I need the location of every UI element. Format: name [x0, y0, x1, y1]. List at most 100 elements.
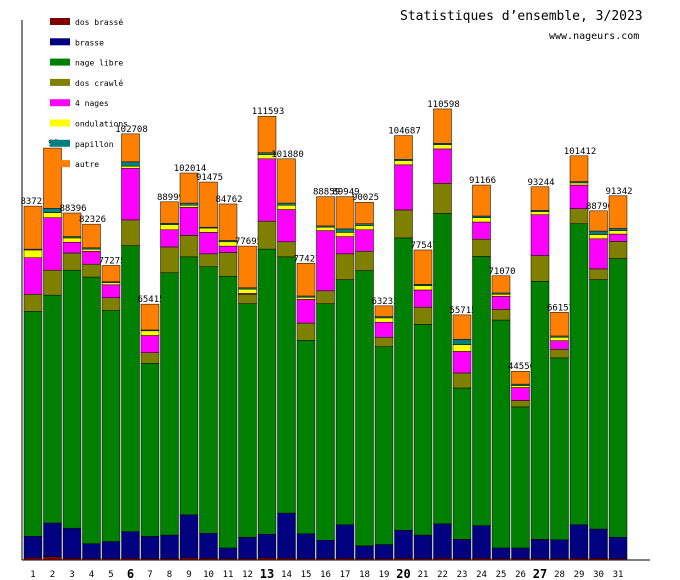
bar-total-label: 101880 — [271, 150, 304, 160]
bar-segment-papillon — [608, 228, 628, 231]
bar-segment-brasse — [101, 541, 121, 559]
bar-segment-nage-libre — [218, 275, 238, 549]
bar-segment-nage-libre — [179, 256, 199, 516]
bar-segment-autre — [101, 265, 121, 283]
x-tick-label: 12 — [242, 570, 253, 580]
bar-segment-4-nages — [394, 164, 413, 211]
bar-total-label: 102708 — [115, 125, 148, 135]
bar-segment-dos-brassé — [199, 558, 218, 561]
bar-total-label: 82326 — [79, 215, 106, 225]
bar-segment-dos-crawlé — [452, 372, 472, 389]
bar-segment-dos-crawlé — [101, 297, 121, 311]
bar-segment-dos-crawlé — [433, 183, 452, 214]
bar-segment-dos-crawlé — [550, 349, 569, 359]
x-tick-label: 18 — [359, 570, 370, 580]
bar-segment-dos-crawlé — [608, 241, 628, 259]
bar-total-label: 77547 — [410, 241, 437, 251]
bar-segment-autre — [530, 186, 550, 211]
x-tick-label: 13 — [260, 567, 274, 580]
bar-segment-4-nages — [413, 289, 433, 308]
bar-segment-brasse — [160, 534, 179, 559]
bar-segment-brasse — [491, 547, 511, 559]
legend-label: nage libre — [75, 59, 123, 68]
bar-segment-ondulations — [355, 225, 374, 231]
legend-label: autre — [75, 160, 99, 169]
bar-segment-dos-crawlé — [199, 253, 218, 267]
bar-segment-autre — [569, 155, 589, 182]
bar-total-label: 83723 — [20, 197, 47, 207]
bar-segment-brasse — [550, 539, 569, 559]
legend-swatch — [50, 139, 70, 147]
bar-segment-ondulations — [62, 237, 82, 243]
bar-segment-4-nages — [160, 229, 179, 248]
bar-segment-dos-crawlé — [238, 294, 257, 304]
bar-segment-papillon — [121, 161, 140, 167]
bar-segment-papillon — [179, 202, 199, 206]
bar-segment-4-nages — [277, 209, 296, 243]
bar-segment-dos-crawlé — [491, 309, 511, 321]
x-tick-label: 22 — [437, 570, 448, 580]
bar-segment-nage-libre — [140, 363, 160, 537]
bar-segment-4-nages — [511, 387, 530, 401]
bar-segment-4-nages — [179, 207, 199, 236]
bar-segment-4-nages — [452, 351, 472, 374]
bar-segment-nage-libre — [316, 303, 335, 541]
bar-segment-ondulations — [413, 285, 433, 291]
bar-segment-brasse — [589, 528, 608, 559]
bar-segment-autre — [511, 370, 530, 385]
bar-segment-autre — [140, 303, 160, 331]
bar-total-label: 89949 — [332, 188, 359, 198]
bar-segment-brasse — [218, 547, 238, 559]
bar-segment-nage-libre — [394, 237, 413, 531]
bar-segment-4-nages — [199, 232, 218, 255]
bar-total-label: 88999 — [157, 193, 184, 203]
bar-segment-autre — [277, 158, 296, 204]
bar-segment-brasse — [277, 512, 296, 559]
x-tick-label: 17 — [340, 570, 351, 580]
x-tick-label: 31 — [613, 570, 624, 580]
bar-segment-4-nages — [140, 335, 160, 353]
bar-segment-brasse — [140, 536, 160, 559]
bar-segment-brasse — [82, 543, 101, 559]
bar-segment-ondulations — [433, 144, 452, 150]
legend-label: dos brassé — [75, 17, 123, 27]
bar-segment-4-nages — [62, 241, 82, 254]
bar-segment-nage-libre — [530, 281, 550, 540]
bar-total-label: 88859 — [313, 188, 340, 198]
bar-segment-4-nages — [101, 284, 121, 298]
bar-segment-dos-brassé — [179, 557, 199, 561]
bar-segment-dos-crawlé — [355, 251, 374, 271]
bar-segment-autre — [355, 201, 374, 224]
x-tick-label: 25 — [496, 570, 507, 580]
bar-segment-nage-libre — [296, 340, 316, 535]
x-tick-label: 14 — [281, 570, 292, 580]
bar-segment-dos-crawlé — [257, 220, 277, 250]
bar-segment-dos-crawlé — [374, 337, 394, 347]
bar-segment-nage-libre — [374, 346, 394, 545]
bar-segment-dos-crawlé — [589, 268, 608, 280]
x-tick-label: 26 — [515, 570, 526, 580]
x-tick-label: 21 — [418, 570, 429, 580]
bar-segment-ondulations — [296, 297, 316, 300]
bar-segment-papillon — [452, 339, 472, 345]
bar-total-label: 88396 — [59, 204, 86, 214]
bar-segment-dos-brassé — [335, 558, 355, 561]
bar-total-label: 63233 — [371, 297, 398, 307]
bar-segment-nage-libre — [43, 294, 62, 524]
x-tick-label: 4 — [89, 570, 94, 580]
bar-segment-dos-crawlé — [316, 290, 335, 304]
x-tick-label: 23 — [457, 570, 468, 580]
bar-segment-dos-brassé — [589, 558, 608, 561]
bar-segment-ondulations — [452, 344, 472, 352]
bar-segment-ondulations — [511, 385, 530, 388]
bar-segment-dos-crawlé — [296, 322, 316, 341]
bar-segment-dos-crawlé — [394, 209, 413, 239]
bar-segment-ondulations — [569, 182, 589, 186]
bar-segment-brasse — [121, 531, 140, 559]
bar-segment-autre — [82, 223, 101, 249]
bar-segment-dos-crawlé — [530, 255, 550, 282]
bar-total-label: 91475 — [196, 173, 223, 183]
x-tick-label: 20 — [396, 567, 410, 580]
x-tick-label: 2 — [50, 570, 55, 580]
